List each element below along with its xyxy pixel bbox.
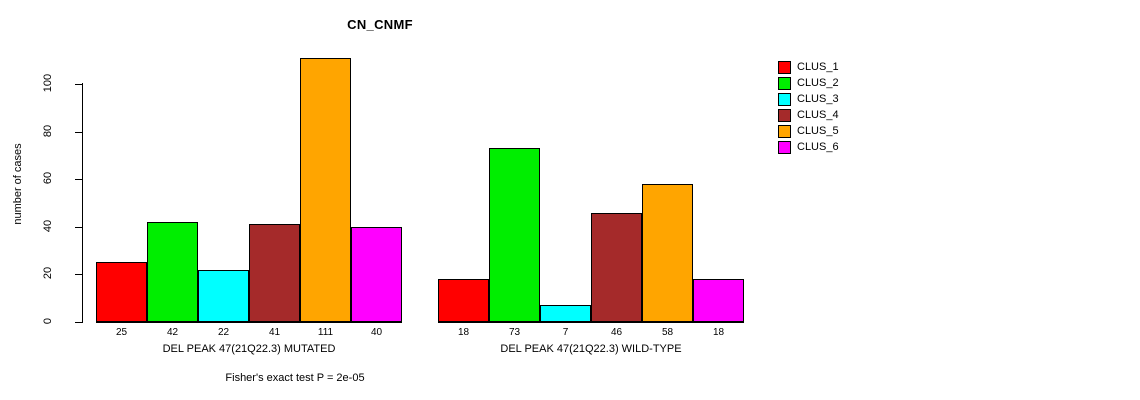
page-title: CN_CNMF <box>347 17 413 32</box>
x-axis-group-label: DEL PEAK 47(21Q22.3) WILD-TYPE <box>500 343 682 355</box>
y-axis-tick <box>75 84 82 85</box>
bar-value-label: 18 <box>712 327 725 338</box>
bar-clus_6 <box>351 227 402 322</box>
y-axis-tick <box>75 179 82 181</box>
bar-clus_4 <box>249 224 300 322</box>
x-axis-line <box>438 322 744 323</box>
bar-value-label: 111 <box>317 327 334 338</box>
x-axis-group-label: DEL PEAK 47(21Q22.3) MUTATED <box>162 343 336 355</box>
legend-item-label: CLUS_5 <box>797 125 839 137</box>
legend: CLUS_1 CLUS_2 CLUS_3 CLUS_4 CLUS_5 CLUS_6 <box>778 59 839 155</box>
bar-clus_6 <box>693 279 744 322</box>
bar-clus_3 <box>198 270 249 322</box>
legend-item-label: CLUS_6 <box>797 141 839 153</box>
legend-color-swatch <box>778 92 791 106</box>
legend-item: CLUS_5 <box>778 123 839 139</box>
bar-value-label: 22 <box>217 327 230 338</box>
bar-clus_3 <box>540 305 591 322</box>
legend-item: CLUS_3 <box>778 91 839 107</box>
bar-clus_1 <box>96 262 147 322</box>
legend-item-label: CLUS_4 <box>797 109 839 121</box>
bar-value-label: 73 <box>508 327 521 338</box>
bar-clus_1 <box>438 279 489 322</box>
bar-clus_4 <box>591 213 642 322</box>
legend-item: CLUS_6 <box>778 139 839 155</box>
legend-color-swatch <box>778 76 791 90</box>
footer-note-text: Fisher's exact test P = 2e-05 <box>225 372 365 384</box>
legend-color-swatch <box>778 124 791 138</box>
bar-value-label: 58 <box>661 327 674 338</box>
footer-note: Fisher's exact test P = 2e-05 <box>0 372 1140 384</box>
plot-area: 25 42 22 41 111 40 DEL PEAK 47(21Q22.3) MUTATE… <box>96 58 744 355</box>
bar-clus_5 <box>642 184 693 322</box>
legend-item-label: CLUS_2 <box>797 77 839 89</box>
legend-item-label: CLUS_1 <box>797 61 839 73</box>
legend-color-swatch <box>778 60 791 74</box>
bar-clus_2 <box>147 222 198 322</box>
legend-item: CLUS_4 <box>778 107 839 123</box>
y-axis-tick <box>75 131 82 133</box>
bar-value-label: 42 <box>166 327 179 338</box>
bar-value-label: 40 <box>370 327 383 338</box>
legend-item: CLUS_2 <box>778 75 839 91</box>
bar-clus_2 <box>489 148 540 322</box>
legend-item: CLUS_1 <box>778 59 839 75</box>
legend-item-label: CLUS_3 <box>797 93 839 105</box>
y-axis-tick <box>75 274 82 276</box>
bar-clus_5 <box>300 58 351 322</box>
bar-value-label: 25 <box>115 327 128 338</box>
y-axis-line <box>82 83 83 323</box>
legend-color-swatch <box>778 108 791 122</box>
bar-value-label: 46 <box>610 327 623 338</box>
bar-value-label: 18 <box>457 327 470 338</box>
bar-value-label: 7 <box>562 327 569 338</box>
bar-value-label: 41 <box>268 327 281 338</box>
y-axis-tick <box>75 226 82 228</box>
legend-color-swatch <box>778 140 791 154</box>
x-axis-line <box>96 322 402 323</box>
y-axis-tick <box>75 322 82 323</box>
